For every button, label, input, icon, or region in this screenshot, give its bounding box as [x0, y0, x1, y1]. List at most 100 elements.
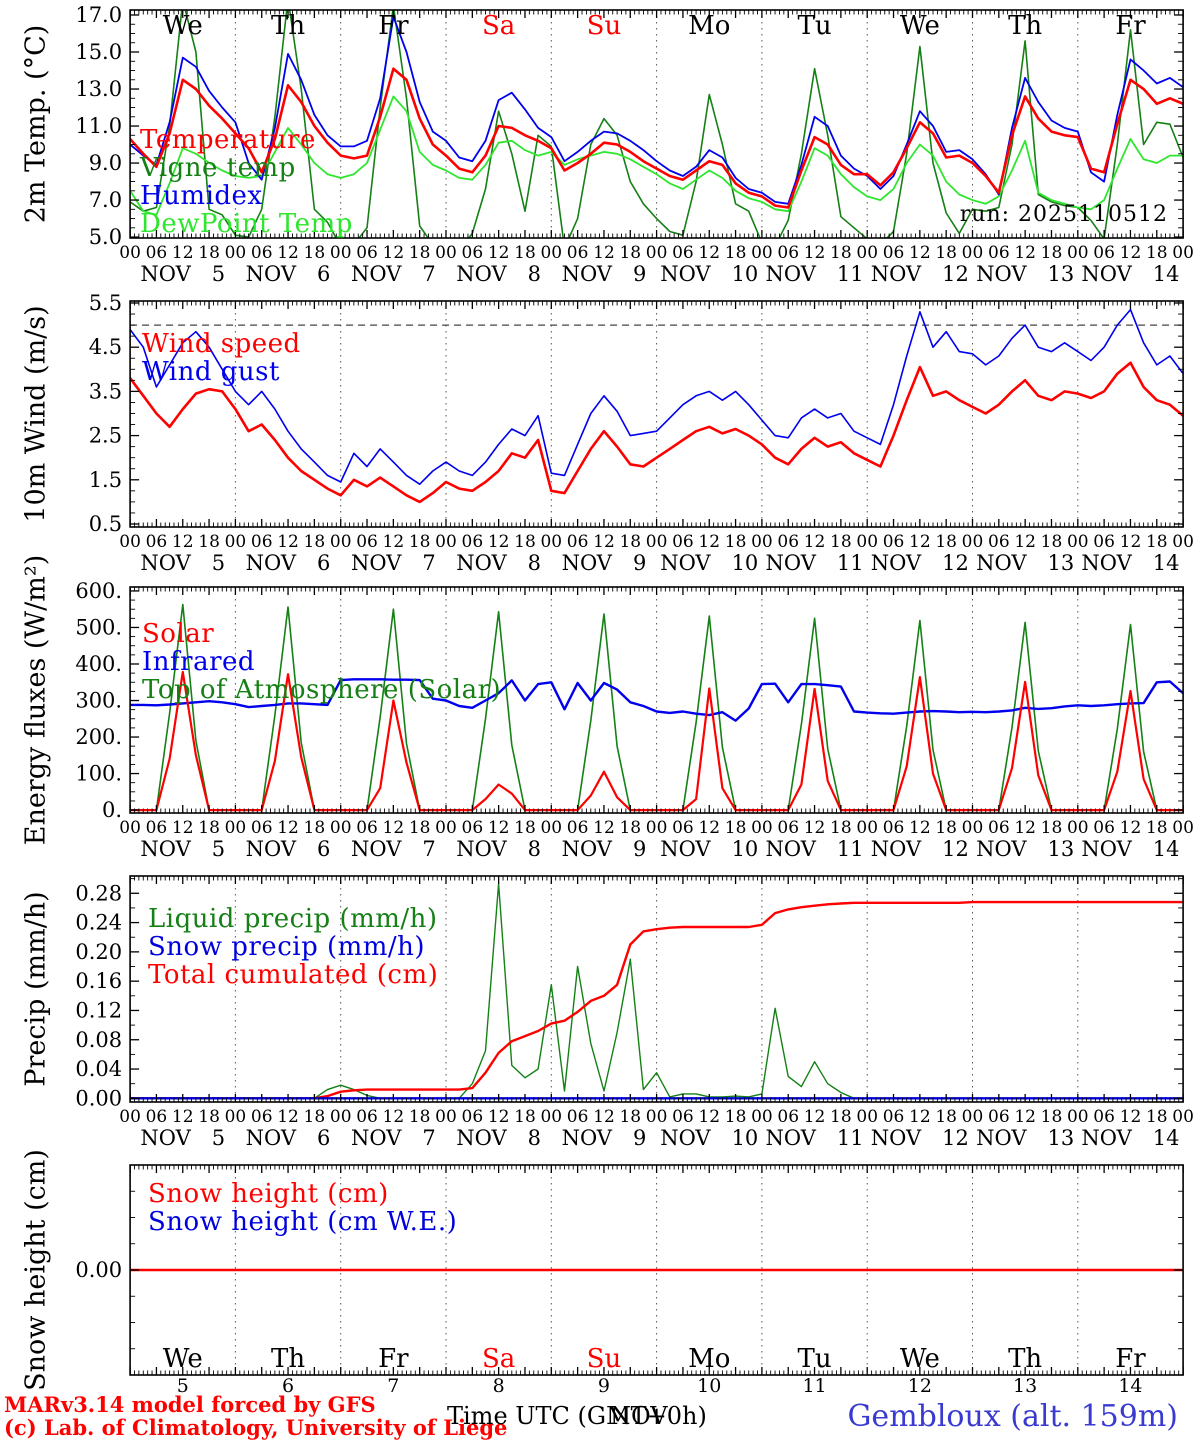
hour-tick-label: 18	[1041, 818, 1063, 838]
legend-toa-solar: Top of Atmosphere (Solar)	[142, 675, 502, 705]
hour-tick-label: 06	[1093, 532, 1115, 552]
hour-tick-label: 12	[1014, 243, 1036, 263]
y-tick-label: 3.5	[89, 379, 122, 403]
hour-tick-label: 06	[777, 243, 799, 263]
hour-tick-label: 06	[462, 1107, 484, 1127]
hour-tick-label: 18	[619, 818, 641, 838]
hour-tick-label: 18	[830, 1107, 852, 1127]
hour-tick-label: 18	[198, 243, 220, 263]
hour-tick-label: 00	[225, 818, 247, 838]
hour-tick-label: 18	[619, 1107, 641, 1127]
hour-tick-label: 18	[830, 243, 852, 263]
hour-tick-label: 00	[225, 1107, 247, 1127]
panel-energy-fluxes: 0.100.200.300.400.500.600.00 06 12 18 00 06 12…	[75, 579, 1194, 861]
hour-tick-label: 06	[146, 818, 168, 838]
date-label: NOV 8	[456, 262, 541, 286]
day-number-label: 10	[697, 1375, 721, 1397]
hour-tick-label: 18	[1146, 532, 1168, 552]
date-label: NOV 14	[1081, 551, 1179, 575]
y-tick-label: 100.	[75, 762, 122, 786]
legend-humidex: Humidex	[140, 181, 263, 211]
legend-total-cumulated: Total cumulated (cm)	[148, 960, 439, 990]
panel-snow-height: 0.00 We Th Fr Sa Su Mo Tu We Th Fr 5 6 7 8 9 10 11 12 13 14	[75, 1164, 1184, 1397]
y-tick-label: 200.	[75, 725, 122, 749]
hour-tick-label: 12	[172, 532, 194, 552]
hour-tick-label: 00	[540, 243, 562, 263]
hour-tick-label: 12	[172, 818, 194, 838]
hour-tick-label: 06	[356, 243, 378, 263]
legend-wind-speed: Wind speed	[142, 329, 301, 359]
date-label: NOV 5	[140, 551, 225, 575]
hour-tick-label: 12	[277, 243, 299, 263]
hour-tick-label: 18	[304, 243, 326, 263]
hour-tick-label: 00	[1172, 818, 1194, 838]
series-infrared	[130, 678, 1184, 722]
date-label: NOV 6	[246, 551, 331, 575]
hour-tick-label: 18	[304, 1107, 326, 1127]
hour-tick-label: 06	[251, 243, 273, 263]
date-label: NOV 10	[660, 262, 758, 286]
y-tick-label: 2.5	[89, 424, 122, 448]
y-tick-label: 0.00	[75, 1258, 122, 1282]
hour-tick-label: 12	[698, 1107, 720, 1127]
legend-infrared: Infrared	[142, 647, 256, 677]
date-label: NOV 14	[1081, 837, 1179, 861]
day-of-week-label: We	[163, 11, 203, 41]
hour-tick-label: 06	[146, 1107, 168, 1127]
hour-tick-label: 06	[672, 1107, 694, 1127]
y-axis-title-wind: 10m Wind (m/s)	[20, 305, 52, 523]
hour-tick-label: 00	[962, 243, 984, 263]
hour-tick-label: 12	[698, 243, 720, 263]
date-label: NOV 7	[351, 1126, 436, 1150]
day-of-week-label: Sa	[482, 11, 515, 41]
date-label: NOV 6	[246, 1126, 331, 1150]
hour-tick-label: 12	[804, 532, 826, 552]
date-label: NOV 6	[246, 262, 331, 286]
day-of-week-label: Su	[587, 1344, 622, 1374]
day-of-week-label: Th	[1008, 11, 1042, 41]
station-label: Gembloux (alt. 159m)	[847, 1399, 1178, 1434]
hour-tick-label: 00	[435, 1107, 457, 1127]
date-label: NOV 12	[871, 837, 969, 861]
hour-tick-label: 06	[988, 243, 1010, 263]
hour-tick-label: 06	[1093, 818, 1115, 838]
y-tick-label: 5.0	[89, 225, 122, 249]
hour-tick-label: 06	[777, 1107, 799, 1127]
day-of-week-label: We	[900, 11, 940, 41]
y-tick-label: 500.	[75, 615, 122, 639]
date-label: NOV 12	[871, 551, 969, 575]
hour-tick-label: 00	[540, 818, 562, 838]
hour-tick-label: 12	[383, 818, 405, 838]
hour-tick-label: 18	[1146, 818, 1168, 838]
hour-tick-label: 06	[356, 818, 378, 838]
hour-tick-label: 18	[198, 1107, 220, 1127]
hour-tick-label: 12	[1120, 1107, 1142, 1127]
y-tick-label: 0.20	[75, 940, 122, 964]
hour-tick-label: 00	[751, 243, 773, 263]
model-credit-line1: MARv3.14 model forced by GFS	[4, 1392, 376, 1417]
hour-tick-label: 06	[356, 1107, 378, 1127]
hour-tick-label: 18	[1146, 1107, 1168, 1127]
hour-tick-label: 00	[435, 532, 457, 552]
hour-tick-label: 12	[1120, 243, 1142, 263]
hour-tick-label: 00	[856, 818, 878, 838]
hour-tick-label: 12	[909, 243, 931, 263]
hour-tick-label: 12	[909, 532, 931, 552]
hour-tick-label: 00	[962, 818, 984, 838]
date-label: NOV 10	[660, 1126, 758, 1150]
y-tick-label: 0.04	[75, 1057, 122, 1081]
day-number-label: 7	[387, 1375, 399, 1397]
hour-tick-label: 12	[909, 818, 931, 838]
day-number-label: 14	[1118, 1375, 1142, 1397]
hour-tick-label: 06	[567, 818, 589, 838]
hour-tick-label: 00	[751, 818, 773, 838]
day-of-week-label: Su	[587, 11, 622, 41]
hour-tick-label: 00	[330, 818, 352, 838]
hour-tick-label: 00	[751, 532, 773, 552]
day-of-week-label: We	[163, 1344, 203, 1374]
y-axis-title-temperature: 2m Temp. (°C)	[20, 24, 52, 224]
day-of-week-label: Fr	[378, 11, 409, 41]
day-of-week-label: Tu	[798, 11, 832, 41]
day-number-label: 9	[598, 1375, 610, 1397]
